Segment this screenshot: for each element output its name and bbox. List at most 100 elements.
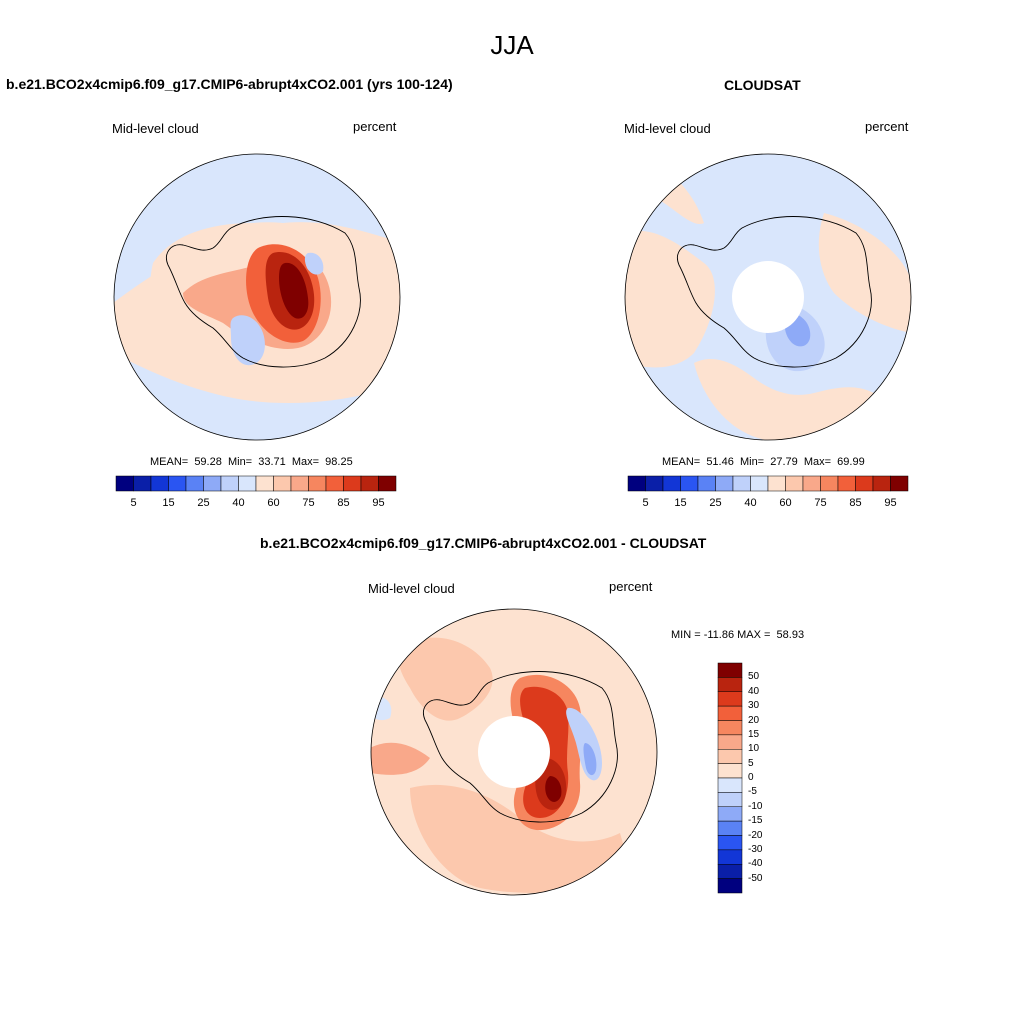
map-1-field-region	[304, 252, 324, 275]
colorbar-box	[717, 806, 743, 822]
colorbar-box	[802, 475, 821, 492]
map-3-boundary	[370, 608, 658, 896]
colorbar-tick-label: 15	[162, 497, 175, 509]
map-3-coastline	[423, 671, 618, 823]
colorbar-box	[168, 475, 187, 492]
colorbar-tick-label: 0	[748, 772, 754, 783]
colorbar-box	[378, 475, 397, 492]
colorbar-box	[750, 475, 769, 492]
map-1-field-region	[114, 403, 400, 440]
colorbar-box	[697, 475, 716, 492]
map-1-coastline	[166, 216, 361, 368]
panel-2-polar-map	[624, 153, 912, 441]
colorbar-box	[890, 475, 909, 492]
colorbar-tick-label: 15	[748, 728, 760, 740]
colorbar-box	[717, 864, 743, 879]
map-3-field-region	[545, 776, 562, 802]
colorbar-box	[645, 475, 664, 492]
colorbar-box	[732, 475, 751, 492]
panel-1-colorbar	[115, 475, 397, 492]
colorbar-box	[717, 878, 743, 894]
colorbar-box	[238, 475, 257, 492]
map-3-missing-data-pole	[478, 716, 550, 788]
colorbar-tick-label: -30	[748, 843, 763, 855]
figure-title: JJA	[490, 30, 534, 60]
colorbar-tick-label: 85	[849, 497, 862, 509]
colorbar-box	[717, 763, 743, 779]
map-1-boundary	[113, 153, 401, 441]
colorbar-tick-label: 5	[642, 497, 649, 509]
colorbar-box	[662, 475, 681, 492]
colorbar-box	[343, 475, 362, 492]
colorbar-box	[220, 475, 239, 492]
colorbar-tick-label: 15	[674, 497, 687, 509]
panel-3-colorbar-ticks: 50 40 30 20 15 10 5 0 -5 -10 -15 -20 -30 -40 -50	[748, 663, 788, 893]
colorbar-tick-label: 40	[232, 497, 245, 509]
colorbar-box	[308, 475, 327, 492]
colorbar-box	[717, 792, 743, 807]
colorbar-tick-label: 40	[744, 497, 757, 509]
colorbar-tick-label: 25	[709, 497, 722, 509]
panel-1-stats: MEAN= 59.28 Min= 33.71 Max= 98.25	[150, 456, 353, 468]
colorbar-box	[290, 475, 309, 492]
colorbar-tick-label: 95	[372, 497, 385, 509]
panel-1-units-label: percent	[353, 119, 397, 134]
colorbar-tick-label: 25	[197, 497, 210, 509]
map-3-field-region	[398, 637, 493, 721]
map-1-field-region	[279, 262, 309, 319]
colorbar-box	[115, 475, 134, 492]
map-2-missing-data-pole	[732, 261, 804, 333]
panel-1-colorbar-ticks: 5 15 25 40 60 75 85 95	[116, 497, 396, 511]
colorbar-box	[717, 749, 743, 764]
colorbar-tick-label: 75	[302, 497, 315, 509]
colorbar-tick-label: -10	[748, 800, 763, 812]
colorbar-tick-label: 5	[748, 757, 754, 769]
panel-2-title: CLOUDSAT	[724, 77, 801, 93]
colorbar-box	[203, 475, 222, 492]
colorbar-box	[767, 475, 786, 492]
colorbar-box	[133, 475, 152, 492]
colorbar-tick-label: -5	[748, 786, 757, 798]
colorbar-tick-label: 30	[748, 700, 760, 712]
colorbar-box	[715, 475, 734, 492]
colorbar-tick-label: 5	[130, 497, 137, 509]
panel-1-title: b.e21.BCO2x4cmip6.f09_g17.CMIP6-abrupt4x…	[6, 76, 453, 92]
colorbar-box	[717, 677, 743, 692]
colorbar-box	[325, 475, 344, 492]
colorbar-box	[820, 475, 839, 492]
panel-2-variable-label: Mid-level cloud	[624, 121, 711, 136]
colorbar-box	[717, 734, 743, 750]
colorbar-box	[273, 475, 292, 492]
colorbar-box	[717, 820, 743, 836]
colorbar-box	[360, 475, 379, 492]
colorbar-box	[717, 705, 743, 721]
panel-3-title: b.e21.BCO2x4cmip6.f09_g17.CMIP6-abrupt4x…	[260, 535, 707, 551]
map-3-field-region	[410, 784, 630, 893]
colorbar-tick-label: 85	[337, 497, 350, 509]
map-2-field-region	[818, 213, 911, 333]
colorbar-box	[717, 777, 743, 793]
colorbar-tick-label: 10	[748, 743, 760, 755]
colorbar-tick-label: 50	[748, 671, 760, 683]
map-2-boundary	[624, 153, 912, 441]
colorbar-tick-label: 40	[748, 685, 760, 697]
colorbar-tick-label: 20	[748, 714, 760, 726]
panel-2-colorbar-ticks: 5 15 25 40 60 75 85 95	[628, 497, 908, 511]
panel-3-polar-map	[370, 608, 658, 896]
colorbar-tick-label: 60	[779, 497, 792, 509]
colorbar-tick-label: 95	[884, 497, 897, 509]
colorbar-box	[855, 475, 874, 492]
colorbar-box	[717, 662, 743, 678]
panel-2-units-label: percent	[865, 119, 909, 134]
colorbar-box	[627, 475, 646, 492]
map-3-field-region	[583, 743, 597, 776]
panel-3-units-label: percent	[609, 579, 653, 594]
map-2-coastline	[677, 216, 872, 368]
colorbar-box	[717, 691, 743, 707]
colorbar-box	[837, 475, 856, 492]
colorbar-box	[717, 835, 743, 851]
panel-2-colorbar	[627, 475, 909, 492]
colorbar-tick-label: 60	[267, 497, 280, 509]
panel-1-variable-label: Mid-level cloud	[112, 121, 199, 136]
colorbar-box	[717, 720, 743, 736]
